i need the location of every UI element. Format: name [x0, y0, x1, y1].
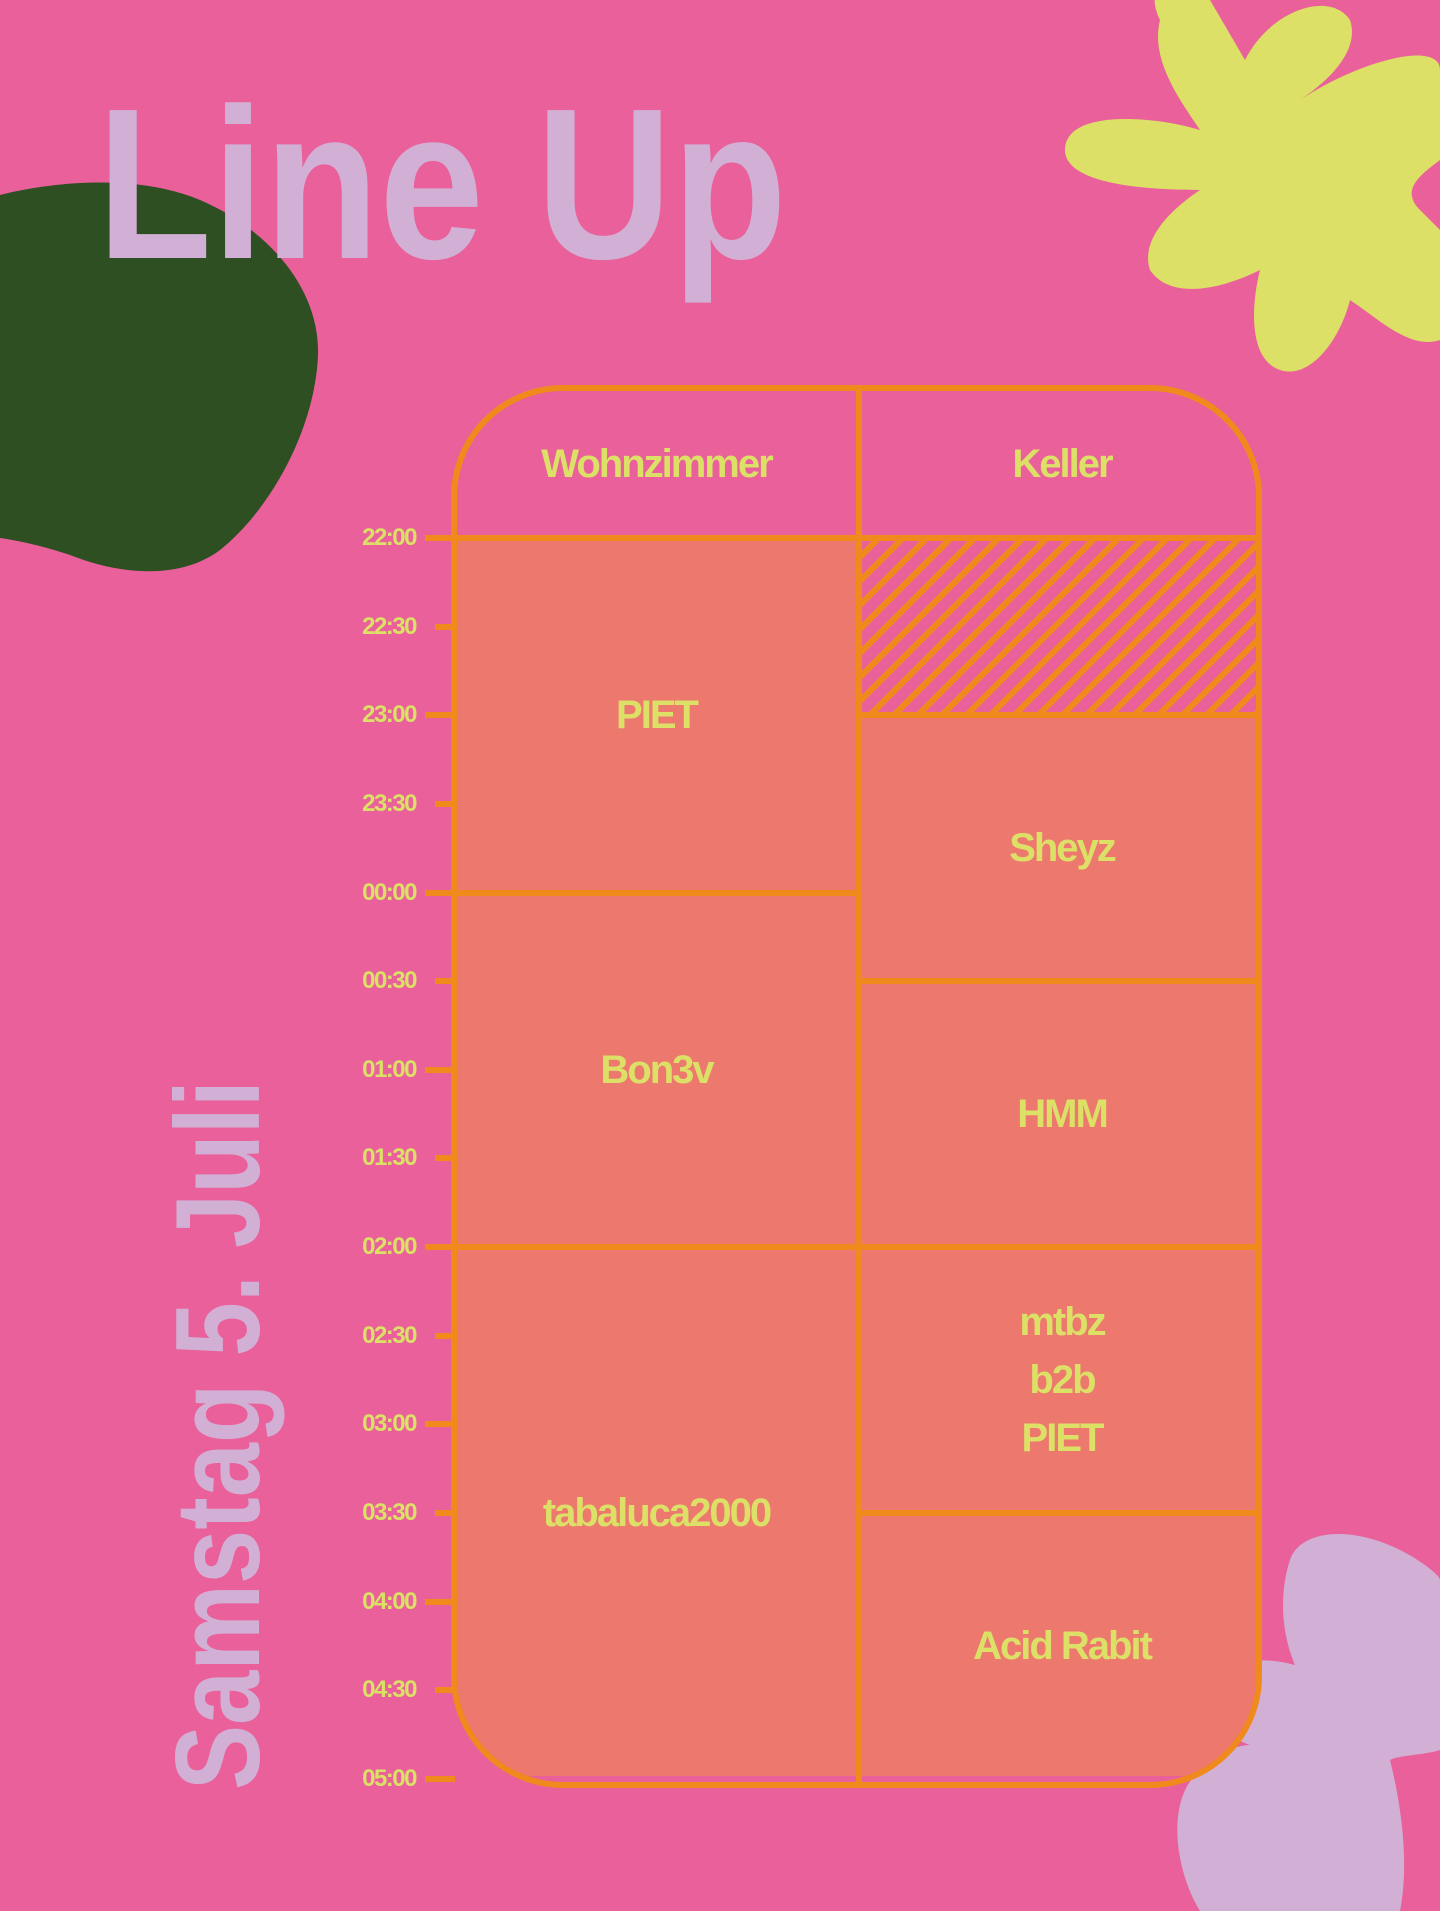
time-label: 01:00	[362, 1055, 417, 1083]
time-label: 02:00	[362, 1233, 417, 1261]
green-blob	[0, 182, 319, 572]
time-tick	[435, 800, 455, 807]
stage-header-keller: Keller	[1012, 442, 1113, 486]
time-label: 23:00	[362, 701, 417, 729]
time-label: 03:00	[362, 1410, 417, 1438]
artist-slot: mtbz b2b PIET	[862, 1250, 1256, 1511]
event-date: Samstag 5. Juli	[151, 1080, 285, 1790]
artist-slot: Sheyz	[862, 718, 1256, 979]
artist-slot: Acid Rabit	[862, 1516, 1256, 1776]
row-divider	[457, 889, 862, 896]
time-tick	[425, 1775, 455, 1782]
time-label: 04:00	[362, 1587, 417, 1615]
time-tick	[435, 623, 455, 630]
stage-header-wohnzimmer: Wohnzimmer	[541, 442, 773, 486]
row-divider	[856, 1510, 1256, 1517]
time-tick	[425, 1421, 455, 1428]
artist-slot: HMM	[862, 984, 1256, 1245]
time-tick	[435, 1687, 455, 1694]
time-tick	[435, 1510, 455, 1517]
time-tick	[425, 1598, 455, 1605]
schedule-table: Wohnzimmer Keller PIET Bon3v tabaluca2000 S…	[451, 385, 1262, 1788]
time-label: 00:30	[362, 967, 417, 995]
time-label: 22:00	[362, 524, 417, 551]
row-divider	[856, 1244, 1256, 1251]
time-label: 01:30	[362, 1144, 417, 1172]
time-tick	[435, 1332, 455, 1339]
time-tick	[425, 1066, 455, 1073]
time-label: 00:00	[362, 878, 417, 906]
artist-slot: Bon3v	[457, 895, 856, 1245]
lilac-flower	[1177, 1533, 1440, 1911]
time-label: 03:30	[362, 1499, 417, 1527]
time-label: 22:30	[362, 612, 417, 640]
artist-slot: PIET	[457, 541, 856, 890]
yellow-flower	[1065, 0, 1440, 372]
time-tick	[425, 535, 455, 541]
row-divider	[856, 712, 1256, 719]
time-label: 02:30	[362, 1321, 417, 1349]
time-tick	[425, 889, 455, 896]
time-label: 23:30	[362, 789, 417, 817]
row-divider	[457, 535, 862, 541]
time-tick	[425, 1244, 455, 1251]
column-divider	[856, 391, 862, 1782]
empty-slot	[862, 541, 1256, 713]
row-divider	[856, 978, 1256, 985]
row-divider	[457, 1244, 862, 1251]
time-tick	[435, 978, 455, 985]
time-label: 04:30	[362, 1676, 417, 1704]
poster-title: Line Up	[97, 63, 787, 304]
row-divider	[856, 535, 1256, 541]
time-tick	[435, 1155, 455, 1162]
time-label: 05:00	[362, 1764, 417, 1792]
time-tick	[425, 712, 455, 719]
artist-slot: tabaluca2000	[457, 1250, 856, 1776]
